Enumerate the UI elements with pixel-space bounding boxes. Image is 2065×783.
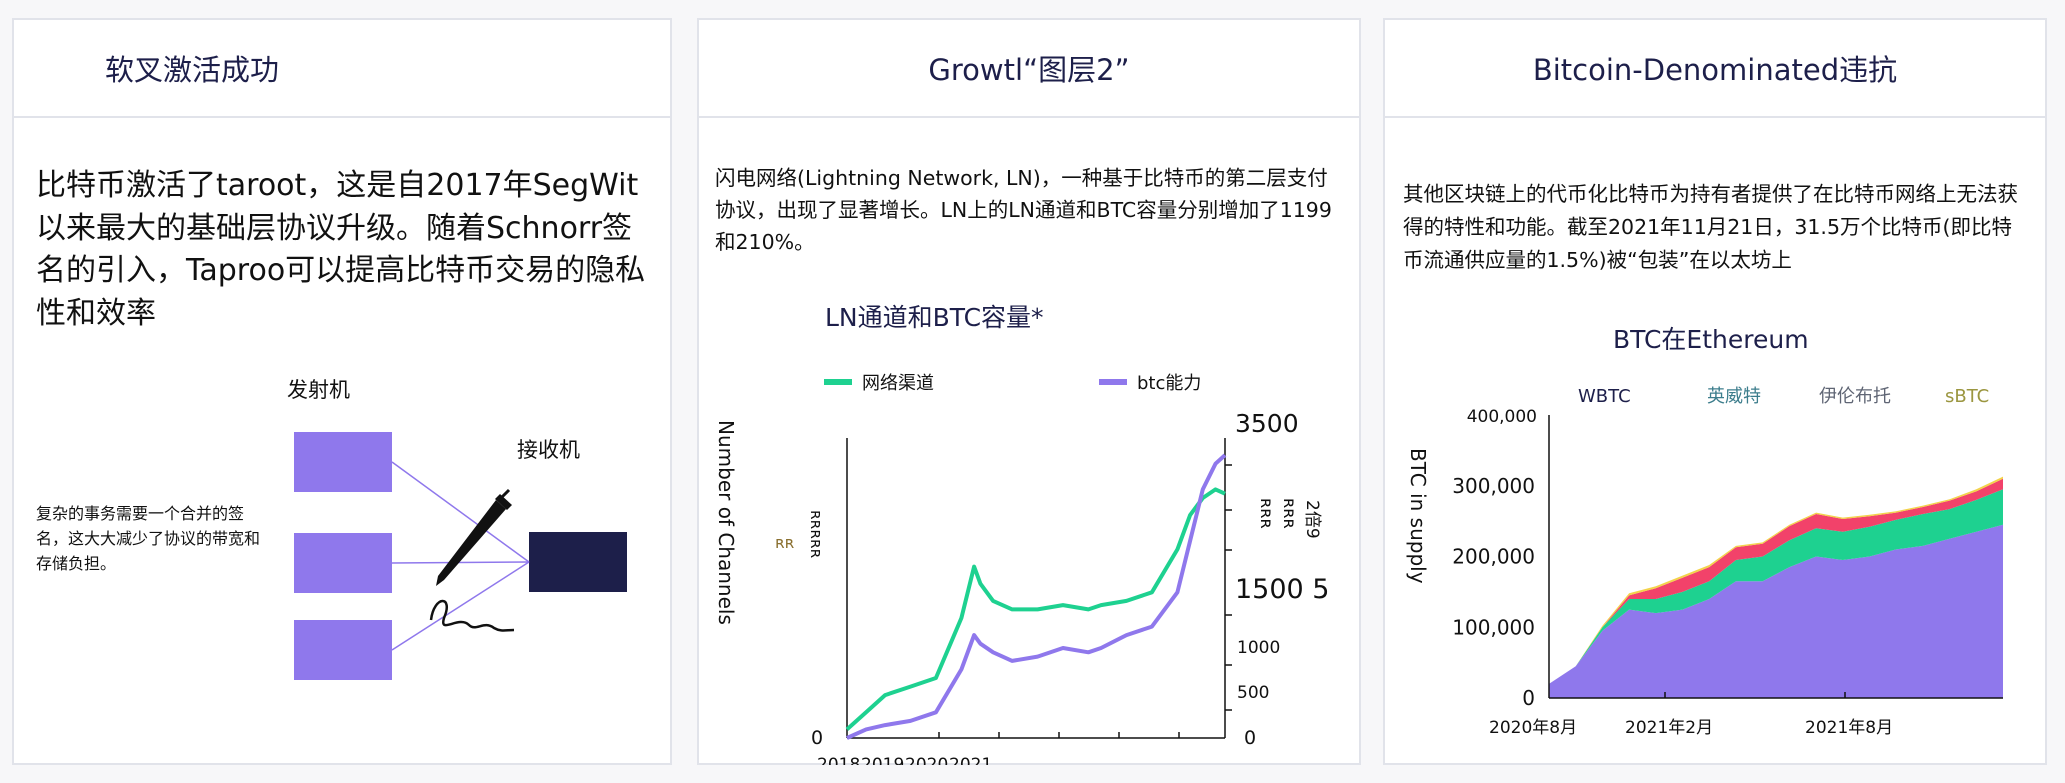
eth-y-tick-label-1: 300,000 <box>1452 474 1535 498</box>
eth-y-tick-label-4: 0 <box>1522 686 1535 710</box>
eth-x-tick-label-0: 2020年8月 <box>1489 718 1577 738</box>
ln-x-tick-label-2: 2020 <box>905 755 948 765</box>
lightning-panel-title: Growtl“图层2” <box>928 53 1130 87</box>
ln-right-tick-label-2: 1000 <box>1237 638 1280 658</box>
wrapped-btc-panel: Bitcoin-Denominated违抗 其他区块链上的代币化比特币为持有者提… <box>1383 18 2047 765</box>
ln-stray-label-4: 2倍9 <box>1302 500 1322 539</box>
ln-legend-label-0: 网络渠道 <box>862 373 934 394</box>
ln-right-tick-label-3: 500 <box>1237 683 1269 703</box>
signature-diagram <box>294 432 627 680</box>
connector-line-2 <box>391 561 530 564</box>
receiver-label: 接收机 <box>517 438 580 462</box>
ln-chart: 网络渠道 btc能力 2018 2019 2020 2021 0 3500 1500 5 1000… <box>714 373 1329 765</box>
eth-area-2 <box>1549 478 2003 684</box>
sender-box-2 <box>294 533 392 593</box>
ln-left-axis-label: Number of Channels <box>714 420 738 625</box>
ln-chart-title: LN通道和BTC容量* <box>825 303 1044 332</box>
eth-legend-label-3: sBTC <box>1945 386 1989 407</box>
ln-series-line-0 <box>845 487 1226 731</box>
sender-box-3 <box>294 620 392 680</box>
taproot-description: 比特币激活了taroot，这是自2017年SegWit以来最大的基础层协议升级。… <box>36 168 646 331</box>
sender-label: 发射机 <box>287 378 350 402</box>
ln-right-tick-label-4: 0 <box>1244 727 1256 749</box>
wrapped-btc-description: 其他区块链上的代币化比特币为持有者提供了在比特币网络上无法获得的特性和功能。截至… <box>1403 182 2018 272</box>
ln-x-tick-label-3: 2021 <box>949 755 992 765</box>
eth-area-0 <box>1549 524 2003 698</box>
eth-y-axis-label: BTC in supply <box>1406 448 1430 584</box>
ln-right-tick-label-1: 1500 5 <box>1235 574 1329 605</box>
ln-left-tick-label-0: 0 <box>811 727 823 749</box>
wrapped-btc-panel-title: Bitcoin-Denominated违抗 <box>1532 53 1898 87</box>
eth-y-tick-label-2: 200,000 <box>1452 545 1535 569</box>
ln-right-tick-label-0: 3500 <box>1235 409 1299 438</box>
eth-x-tick-label-1: 2021年2月 <box>1625 718 1713 738</box>
pen-signature-icon <box>429 488 515 632</box>
eth-area-3 <box>1549 476 2003 684</box>
sender-box-1 <box>294 432 392 492</box>
eth-y-tick-label-3: 100,000 <box>1452 615 1535 639</box>
ln-series-line-1 <box>846 453 1227 740</box>
taproot-panel-title: 软叉激活成功 <box>105 53 280 87</box>
ln-stray-label-3: ʀʀʀ <box>1279 498 1299 529</box>
receiver-box <box>529 532 627 592</box>
lightning-description: 闪电网络(Lightning Network, LN)，一种基于比特币的第二层支… <box>715 166 1332 254</box>
eth-y-tick-label-0: 400,000 <box>1467 407 1537 427</box>
ln-stray-label-2: ʀʀʀ <box>1256 498 1276 529</box>
taproot-panel: 软叉激活成功 比特币激活了taroot，这是自2017年SegWit以来最大的基… <box>12 18 672 765</box>
eth-area-1 <box>1549 489 2003 684</box>
eth-legend-label-1: 英威特 <box>1707 386 1761 407</box>
eth-chart: 400,000 300,000 200,000 100,000 0 2020年8月 2021… <box>1406 386 2003 738</box>
ln-legend-label-1: btc能力 <box>1137 373 1201 394</box>
eth-chart-title: BTC在Ethereum <box>1613 325 1809 354</box>
signature-note: 复杂的事务需要一个合并的签名，这大大减少了协议的带宽和存储负担。 <box>36 504 261 573</box>
eth-x-tick-label-2: 2021年8月 <box>1805 718 1893 738</box>
ln-x-tick-label-1: 2019 <box>861 755 904 765</box>
eth-legend-label-2: 伊伦布托 <box>1819 386 1891 407</box>
ln-stray-label-1: ʀʀ <box>775 533 795 552</box>
lightning-panel-header: Growtl“图层2” <box>699 20 1359 118</box>
wrapped-btc-panel-header: Bitcoin-Denominated违抗 <box>1385 20 2045 118</box>
connector-line-3 <box>391 561 530 651</box>
ln-x-tick-label-0: 2018 <box>817 755 860 765</box>
eth-legend-label-0: WBTC <box>1578 386 1631 407</box>
ln-stray-label-0: ʀʀʀʀʀ <box>807 510 826 559</box>
taproot-panel-header: 软叉激活成功 <box>14 20 670 118</box>
connector-line-1 <box>391 461 530 563</box>
lightning-panel: Growtl“图层2” 闪电网络(Lightning Network, LN)，… <box>697 18 1361 765</box>
